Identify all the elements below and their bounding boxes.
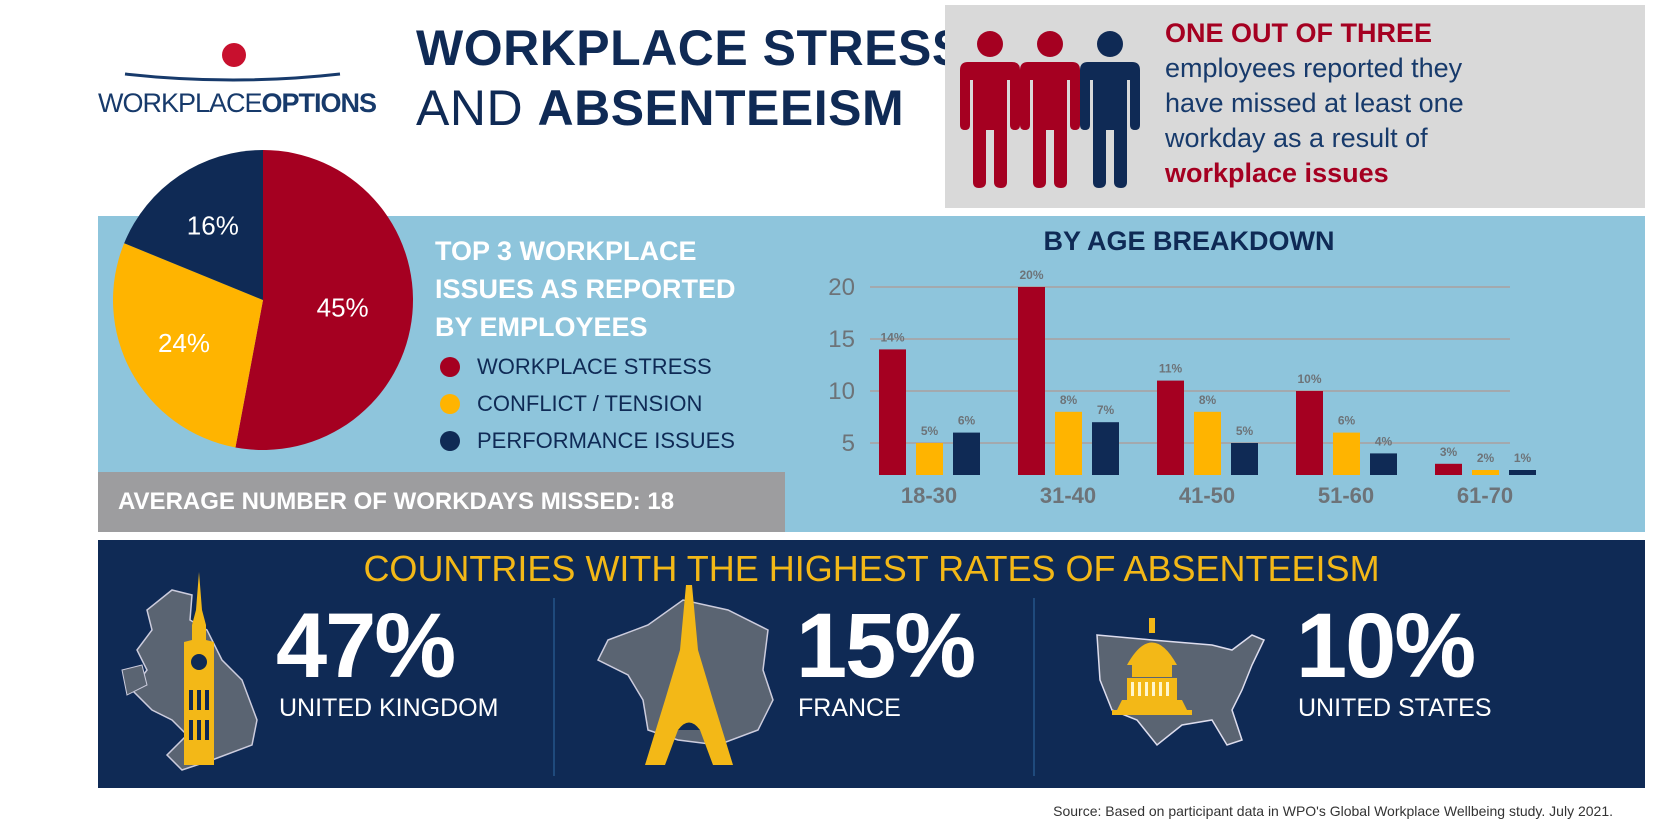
pie-value-label: 16%	[187, 210, 239, 240]
pie-value-label: 24%	[158, 328, 210, 358]
bar-value-label: 5%	[1236, 424, 1254, 438]
legend-label: CONFLICT / TENSION	[477, 391, 703, 416]
bar-value-label: 8%	[1060, 393, 1078, 407]
bar-value-label: 6%	[958, 414, 976, 428]
bar	[1092, 422, 1119, 475]
france-percent: 15%	[796, 595, 976, 697]
page-title-line1: WORKPLACE STRESS	[416, 20, 966, 76]
bar	[879, 349, 906, 475]
bar	[1194, 411, 1221, 475]
people-icon	[960, 31, 1140, 188]
big-ben-uk-map-icon	[121, 572, 258, 771]
callout-line: have missed at least one	[1165, 88, 1464, 118]
bar-value-label: 3%	[1440, 445, 1458, 459]
logo-text: WORKPLACEOPTIONS	[98, 88, 377, 118]
issues-pie-chart: 45% 24% 16%	[113, 150, 414, 451]
logo	[95, 38, 370, 86]
bar-chart-title: BY AGE BREAKDOWN	[1043, 226, 1334, 256]
uk-name: UNITED KINGDOM	[279, 694, 499, 722]
bar-value-label: 14%	[880, 330, 904, 344]
bar	[1333, 432, 1360, 475]
y-tick-label: 20	[828, 274, 855, 301]
bar	[1231, 443, 1258, 475]
y-tick-label: 5	[842, 430, 855, 457]
legend-dot-icon	[440, 394, 460, 414]
bar-value-label: 20%	[1019, 268, 1043, 282]
age-breakdown-bar-chart: BY AGE BREAKDOWN 5 10 15 20 14% 5% 6% 18-30 20% 8…	[828, 226, 1536, 508]
bar	[953, 432, 980, 475]
callout-line: workday as a result of	[1165, 123, 1428, 153]
capitol-us-map-icon	[1096, 618, 1266, 747]
x-category-label: 51-60	[1318, 483, 1374, 508]
x-category-label: 41-50	[1179, 483, 1235, 508]
issues-title-line: TOP 3 WORKPLACE	[435, 236, 697, 266]
bar	[1370, 453, 1397, 475]
us-name: UNITED STATES	[1298, 694, 1492, 722]
bar-value-label: 7%	[1097, 403, 1115, 417]
bar-value-label: 8%	[1199, 393, 1217, 407]
bar	[1509, 470, 1536, 475]
issues-title-line: BY EMPLOYEES	[435, 312, 648, 342]
x-category-label: 61-70	[1457, 483, 1513, 508]
divider	[553, 598, 555, 776]
person-icon	[1020, 31, 1080, 188]
bar	[1157, 380, 1184, 475]
pie-value-label: 45%	[317, 292, 369, 322]
issues-title-line: ISSUES AS REPORTED	[435, 274, 736, 304]
divider	[1033, 598, 1035, 776]
callout-text: ONE OUT OF THREE employees reported they…	[1165, 16, 1464, 191]
callout-emphasis: workplace issues	[1165, 158, 1389, 188]
us-percent: 10%	[1296, 595, 1476, 697]
legend-item-performance-issues: PERFORMANCE ISSUES	[440, 428, 735, 454]
legend-label: PERFORMANCE ISSUES	[477, 428, 735, 453]
eiffel-tower-france-map-icon	[596, 585, 774, 765]
countries-title: COUNTRIES WITH THE HIGHEST RATES OF ABSE…	[363, 548, 1380, 589]
title-and: AND	[416, 80, 524, 136]
callout-line: employees reported they	[1165, 53, 1463, 83]
bar-value-label: 4%	[1375, 434, 1393, 448]
bar-value-label: 10%	[1297, 372, 1321, 386]
page-title-line2: AND ABSENTEEISM	[416, 80, 904, 136]
title-absenteeism: ABSENTEEISM	[537, 80, 905, 136]
countries-panel	[98, 540, 1645, 788]
pie-slice	[124, 150, 263, 300]
legend-dot-icon	[440, 357, 460, 377]
x-category-label: 31-40	[1040, 483, 1096, 508]
source-note: Source: Based on participant data in WPO…	[1053, 803, 1613, 819]
average-workdays-banner: AVERAGE NUMBER OF WORKDAYS MISSED: 18	[98, 472, 785, 532]
legend-dot-icon	[440, 431, 460, 451]
bar-value-label: 11%	[1159, 362, 1183, 376]
person-icon	[1080, 31, 1140, 188]
logo-mark-icon	[124, 43, 341, 82]
uk-percent: 47%	[276, 595, 456, 697]
person-icon	[960, 31, 1020, 188]
bar	[1018, 287, 1045, 475]
bar	[1435, 463, 1462, 475]
france-name: FRANCE	[798, 694, 901, 722]
issues-title: TOP 3 WORKPLACE ISSUES AS REPORTED BY EM…	[435, 232, 736, 346]
pie-slice	[113, 243, 264, 448]
callout-headline: ONE OUT OF THREE	[1165, 18, 1433, 48]
bar-value-label: 1%	[1514, 451, 1532, 465]
pie-slice	[235, 150, 414, 451]
legend-label: WORKPLACE STRESS	[477, 354, 712, 379]
bar	[916, 443, 943, 475]
bar-value-label: 5%	[921, 424, 939, 438]
bar-value-label: 6%	[1338, 414, 1356, 428]
legend-item-conflict-tension: CONFLICT / TENSION	[440, 391, 702, 417]
legend-item-workplace-stress: WORKPLACE STRESS	[440, 354, 712, 380]
bar-value-label: 2%	[1477, 451, 1495, 465]
y-tick-label: 15	[828, 326, 855, 353]
bar	[1055, 411, 1082, 475]
x-category-label: 18-30	[901, 483, 957, 508]
y-tick-label: 10	[828, 378, 855, 405]
bar	[1296, 391, 1323, 475]
bar	[1472, 470, 1499, 475]
